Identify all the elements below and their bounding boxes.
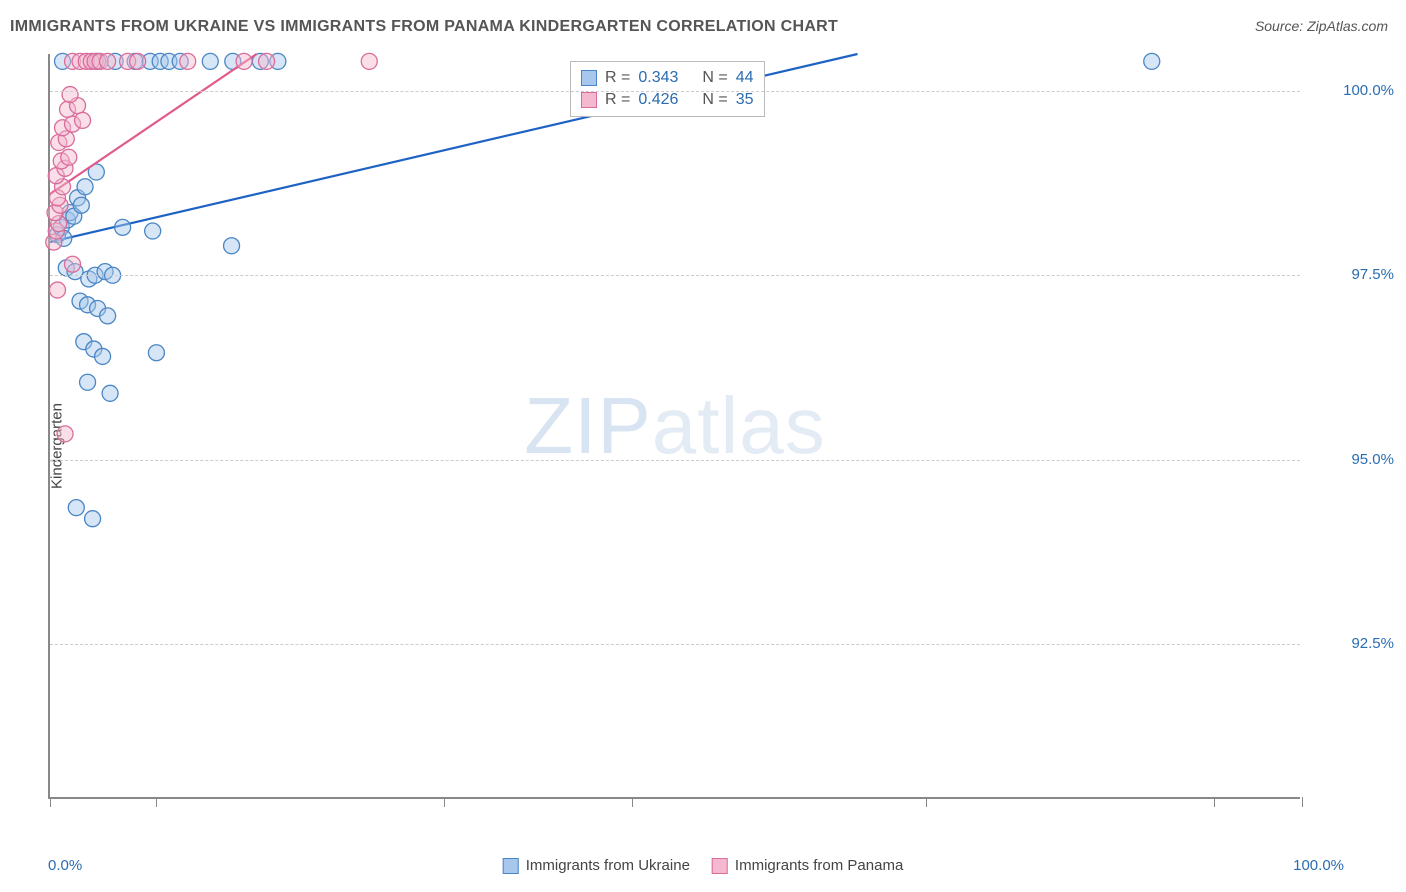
data-point-a [95, 348, 111, 364]
data-point-a [80, 374, 96, 390]
r-value-b: 0.426 [638, 91, 678, 109]
stats-row-series-a: R = 0.343 N = 44 [581, 67, 754, 89]
data-point-a [1144, 53, 1160, 69]
scatter-svg [50, 54, 1300, 797]
data-point-a [148, 345, 164, 361]
legend-label-a: Immigrants from Ukraine [526, 857, 690, 874]
r-label: R = [605, 91, 630, 109]
data-point-a [100, 308, 116, 324]
x-tick [50, 797, 51, 807]
x-tick [1302, 797, 1303, 807]
swatch-series-a [581, 70, 597, 86]
x-tick [632, 797, 633, 807]
n-value-b: 35 [736, 91, 754, 109]
x-tick [926, 797, 927, 807]
gridline-h [50, 91, 1300, 92]
chart-title: IMMIGRANTS FROM UKRAINE VS IMMIGRANTS FR… [10, 18, 838, 36]
data-point-b [361, 53, 377, 69]
x-axis-max-label: 100.0% [1293, 857, 1344, 874]
y-tick-label: 92.5% [1351, 635, 1394, 652]
data-point-b [259, 53, 275, 69]
source-attribution: Source: ZipAtlas.com [1255, 18, 1388, 34]
data-point-b [180, 53, 196, 69]
data-point-a [77, 179, 93, 195]
x-tick [156, 797, 157, 807]
data-point-b [75, 112, 91, 128]
gridline-h [50, 460, 1300, 461]
data-point-b [65, 256, 81, 272]
legend-item-series-b: Immigrants from Panama [712, 857, 903, 874]
n-label: N = [702, 91, 727, 109]
data-point-b [100, 53, 116, 69]
data-point-a [224, 238, 240, 254]
swatch-series-b [581, 92, 597, 108]
plot-area: ZIPatlas R = 0.343 N = 44 R = 0.426 N = … [48, 54, 1300, 799]
x-axis-min-label: 0.0% [48, 857, 82, 874]
y-tick-label: 95.0% [1351, 451, 1394, 468]
data-point-b [130, 53, 146, 69]
x-tick [1214, 797, 1215, 807]
y-tick-label: 100.0% [1343, 82, 1394, 99]
data-point-b [236, 53, 252, 69]
swatch-series-b [712, 858, 728, 874]
data-point-a [145, 223, 161, 239]
gridline-h [50, 275, 1300, 276]
data-point-a [115, 219, 131, 235]
data-point-a [102, 385, 118, 401]
x-tick [444, 797, 445, 807]
data-point-b [50, 282, 66, 298]
bottom-legend: Immigrants from Ukraine Immigrants from … [503, 857, 904, 874]
data-point-a [202, 53, 218, 69]
correlation-stats-box: R = 0.343 N = 44 R = 0.426 N = 35 [570, 61, 765, 117]
gridline-h [50, 644, 1300, 645]
legend-item-series-a: Immigrants from Ukraine [503, 857, 690, 874]
n-value-a: 44 [736, 69, 754, 87]
data-point-a [73, 197, 89, 213]
data-point-a [85, 511, 101, 527]
r-label: R = [605, 69, 630, 87]
stats-row-series-b: R = 0.426 N = 35 [581, 89, 754, 111]
swatch-series-a [503, 858, 519, 874]
r-value-a: 0.343 [638, 69, 678, 87]
legend-label-b: Immigrants from Panama [735, 857, 903, 874]
y-tick-label: 97.5% [1351, 266, 1394, 283]
data-point-a [68, 500, 84, 516]
data-point-b [61, 149, 77, 165]
n-label: N = [702, 69, 727, 87]
data-point-b [57, 426, 73, 442]
data-point-b [62, 87, 78, 103]
